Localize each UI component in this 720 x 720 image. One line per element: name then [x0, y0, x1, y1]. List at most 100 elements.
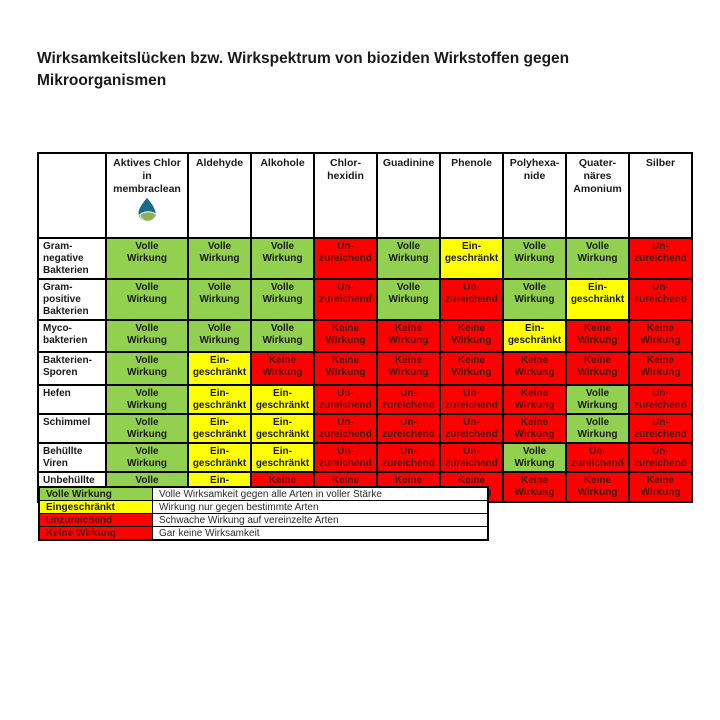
droplet-leaf-icon — [138, 198, 158, 223]
page-title: Wirksamkeitslücken bzw. Wirkspektrum von… — [37, 50, 570, 89]
column-header-label: Chlor- hexidin — [327, 157, 364, 183]
matrix-cell: Un- zureichend — [628, 412, 693, 444]
legend-description: Volle Wirksamkeit gegen alle Arten in vo… — [152, 486, 489, 501]
matrix-body: Gram- negative Bakterien Volle Wirkung Vol… — [37, 236, 693, 503]
column-header-label: Polyhexa- nide — [509, 157, 560, 183]
column-header-polyhexanide: Polyhexa- nide — [502, 152, 567, 239]
column-header-guadinine: Guadinine — [376, 152, 441, 239]
legend-swatch-label: Volle Wirkung — [38, 486, 153, 501]
matrix-cell: Volle Wirkung — [565, 383, 630, 415]
matrix-cell: Ein- geschränkt — [187, 383, 252, 415]
efficacy-matrix-table: Aktives Chlor in membraclean Aldehyde Alk… — [37, 152, 693, 503]
column-header-label: Silber — [645, 157, 676, 169]
row-label: Hefen — [37, 383, 107, 415]
matrix-cell: Un- zureichend — [628, 383, 693, 415]
matrix-cell: Ein- geschränkt — [187, 412, 252, 444]
matrix-cell: Keine Wirkung — [439, 350, 504, 386]
table-row: Myco- bakterien Volle Wirkung Volle Wirkun… — [37, 318, 693, 353]
matrix-cell: Ein- geschränkt — [250, 383, 315, 415]
matrix-cell: Volle Wirkung — [565, 412, 630, 444]
matrix-cell: Ein- geschränkt — [187, 350, 252, 386]
matrix-cell: Volle Wirkung — [187, 236, 252, 280]
matrix-cell: Volle Wirkung — [376, 236, 441, 280]
corner-cell — [37, 152, 107, 239]
matrix-cell: Volle Wirkung — [105, 383, 189, 415]
matrix-cell: Keine Wirkung — [502, 470, 567, 503]
matrix-cell: Volle Wirkung — [105, 350, 189, 386]
matrix-cell: Volle Wirkung — [565, 236, 630, 280]
matrix-cell: Volle Wirkung — [502, 441, 567, 473]
legend-description: Wirkung nur gegen bestimmte Arten — [152, 500, 489, 514]
column-header-label: Phenole — [451, 157, 492, 169]
matrix-cell: Un- zureichend — [439, 383, 504, 415]
matrix-cell: Keine Wirkung — [502, 412, 567, 444]
column-header-aktives-chlor-membraclean: Aktives Chlor in membraclean — [105, 152, 189, 239]
table-row: Schimmel Volle Wirkung Ein- geschränkt Ein-… — [37, 412, 693, 444]
column-header-label: Alkohole — [260, 157, 305, 169]
matrix-cell: Ein- geschränkt — [250, 441, 315, 473]
column-header-aldehyde: Aldehyde — [187, 152, 252, 239]
matrix-cell: Un- zureichend — [628, 277, 693, 321]
legend-row: Volle Wirkung Volle Wirksamkeit gegen all… — [38, 486, 489, 501]
matrix-cell: Volle Wirkung — [250, 318, 315, 353]
matrix-cell: Un- zureichend — [565, 441, 630, 473]
matrix-cell: Keine Wirkung — [376, 350, 441, 386]
row-label: Gram- positive Bakterien — [37, 277, 107, 321]
legend-description: Gar keine Wirksamkeit — [152, 526, 489, 541]
row-label: Bakterien- Sporen — [37, 350, 107, 386]
table-row: Bakterien- Sporen Volle Wirkung Ein- gesch… — [37, 350, 693, 386]
matrix-cell: Volle Wirkung — [502, 236, 567, 280]
matrix-header: Aktives Chlor in membraclean Aldehyde Alk… — [37, 152, 693, 239]
row-label: Behüllte Viren — [37, 441, 107, 473]
matrix-cell: Volle Wirkung — [250, 277, 315, 321]
table-row: Behüllte Viren Volle Wirkung Ein- geschrän… — [37, 441, 693, 473]
matrix-cell: Ein- geschränkt — [187, 441, 252, 473]
table-row: Gram- positive Bakterien Volle Wirkung Vol… — [37, 277, 693, 321]
matrix-cell: Un- zureichend — [628, 441, 693, 473]
table-row: Hefen Volle Wirkung Ein- geschränkt Ein- ge… — [37, 383, 693, 415]
matrix-cell: Volle Wirkung — [502, 277, 567, 321]
matrix-cell: Keine Wirkung — [376, 318, 441, 353]
matrix-cell: Un- zureichend — [313, 441, 378, 473]
matrix-cell: Keine Wirkung — [565, 318, 630, 353]
matrix-cell: Volle Wirkung — [105, 236, 189, 280]
matrix-cell: Keine Wirkung — [628, 350, 693, 386]
column-header-label: Guadinine — [382, 157, 435, 169]
matrix-cell: Keine Wirkung — [313, 350, 378, 386]
column-header-phenole: Phenole — [439, 152, 504, 239]
row-label: Schimmel — [37, 412, 107, 444]
table-row: Gram- negative Bakterien Volle Wirkung Vol… — [37, 236, 693, 280]
matrix-cell: Volle Wirkung — [105, 441, 189, 473]
matrix-cell: Volle Wirkung — [187, 318, 252, 353]
legend-description: Schwache Wirkung auf vereinzelte Arten — [152, 513, 489, 527]
legend-body: Volle Wirkung Volle Wirksamkeit gegen all… — [38, 486, 489, 541]
matrix-cell: Ein- geschränkt — [250, 412, 315, 444]
legend-row: Keine Wirkung Gar keine Wirksamkeit — [38, 526, 489, 541]
matrix-cell: Keine Wirkung — [502, 383, 567, 415]
matrix-cell: Keine Wirkung — [313, 318, 378, 353]
column-header-quaternaeres-amonium: Quater- näres Amonium — [565, 152, 630, 239]
membraclean-logo — [108, 197, 186, 223]
matrix-cell: Volle Wirkung — [105, 318, 189, 353]
matrix-cell: Un- zureichend — [313, 383, 378, 415]
matrix-cell: Un- zureichend — [313, 412, 378, 444]
matrix-cell: Un- zureichend — [439, 277, 504, 321]
matrix-cell: Volle Wirkung — [105, 412, 189, 444]
matrix-cell: Volle Wirkung — [105, 277, 189, 321]
column-header-label: Aktives Chlor in membraclean — [113, 157, 181, 196]
matrix-cell: Volle Wirkung — [376, 277, 441, 321]
matrix-cell: Volle Wirkung — [250, 236, 315, 280]
matrix-cell: Ein- geschränkt — [439, 236, 504, 280]
column-header-silber: Silber — [628, 152, 693, 239]
matrix-cell: Keine Wirkung — [565, 350, 630, 386]
column-header-alkohole: Alkohole — [250, 152, 315, 239]
legend-swatch-label: Eingeschränkt — [38, 500, 153, 514]
column-header-chlorhexidin: Chlor- hexidin — [313, 152, 378, 239]
matrix-cell: Volle Wirkung — [187, 277, 252, 321]
row-label: Myco- bakterien — [37, 318, 107, 353]
row-label: Gram- negative Bakterien — [37, 236, 107, 280]
matrix-cell: Keine Wirkung — [628, 470, 693, 503]
matrix-cell: Keine Wirkung — [502, 350, 567, 386]
matrix-cell: Ein- geschränkt — [565, 277, 630, 321]
matrix-cell: Un- zureichend — [313, 236, 378, 280]
